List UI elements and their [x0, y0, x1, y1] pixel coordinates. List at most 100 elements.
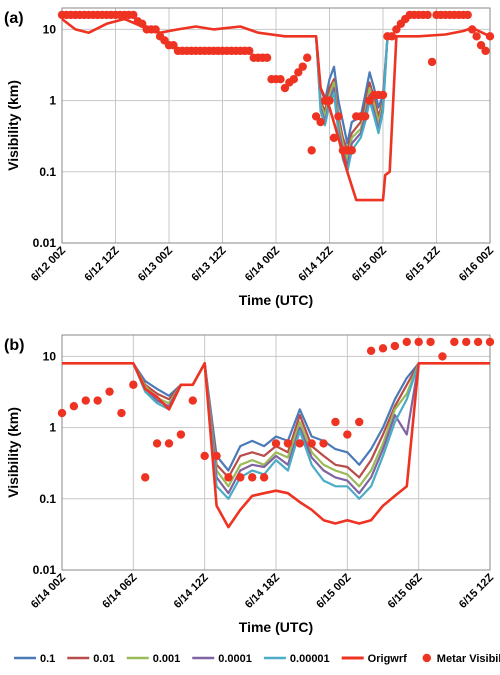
- metar-point-a-75: [392, 25, 401, 34]
- metar-point-a-57: [311, 112, 321, 121]
- metar-point-b-16: [248, 473, 257, 482]
- metar-point-b-34: [462, 337, 471, 347]
- panel-label-b: (b): [4, 337, 24, 354]
- metar-point-b-10: [176, 430, 186, 439]
- x-tick-label-b-5: 6/15 06Z: [386, 571, 425, 610]
- x-tick-label-a-8: 6/16 00Z: [457, 244, 496, 283]
- legend-label-0_01: 0.01: [93, 653, 114, 665]
- x-tick-label-a-5: 6/14 12Z: [296, 244, 335, 283]
- metar-point-a-55: [303, 53, 312, 62]
- y-tick-label-a-1: 0.1: [39, 165, 56, 179]
- legend-label-Origwrf: Origwrf: [368, 653, 407, 665]
- metar-point-a-92: [467, 25, 477, 34]
- metar-point-b-19: [283, 439, 293, 448]
- legend-label-0_1: 0.1: [40, 653, 55, 665]
- y-tick-label-b-2: 1: [49, 421, 56, 435]
- metar-point-b-8: [152, 439, 162, 448]
- metar-point-b-3: [93, 396, 102, 405]
- metar-point-a-83: [427, 57, 437, 67]
- metar-point-a-25: [169, 41, 178, 50]
- metar-point-b-28: [390, 341, 400, 351]
- legend-label-0_00001: 0.00001: [290, 653, 330, 665]
- metar-point-b-35: [473, 337, 483, 347]
- metar-point-b-6: [129, 380, 138, 389]
- metar-point-a-61: [329, 133, 339, 143]
- metar-point-b-7: [141, 473, 150, 482]
- metar-point-b-31: [426, 337, 435, 347]
- x-axis-title-a: Time (UTC): [239, 292, 313, 308]
- metar-point-b-32: [438, 352, 447, 361]
- x-tick-label-b-4: 6/15 00Z: [314, 571, 353, 610]
- metar-point-b-25: [355, 417, 364, 427]
- series-line-a-0_01: [315, 35, 397, 152]
- metar-point-b-30: [414, 337, 423, 347]
- metar-point-a-58: [316, 117, 325, 127]
- metar-point-b-0: [57, 408, 67, 418]
- plot-frame-b: [61, 334, 491, 571]
- metar-point-b-13: [212, 451, 221, 461]
- metar-point-b-5: [117, 408, 126, 418]
- metar-point-b-23: [331, 417, 340, 427]
- x-tick-label-b-1: 6/14 06Z: [100, 571, 139, 610]
- x-tick-label-a-3: 6/13 12Z: [189, 244, 228, 283]
- metar-point-a-95: [481, 46, 490, 56]
- y-tick-label-b-1: 0.1: [39, 492, 56, 506]
- metar-point-a-56: [307, 146, 316, 155]
- x-tick-label-a-0: 6/12 00Z: [29, 244, 68, 283]
- metar-point-b-17: [259, 473, 269, 482]
- legend-label-metar: Metar Visibility: [437, 653, 500, 665]
- metar-point-b-4: [105, 387, 114, 396]
- x-tick-label-b-2: 6/14 12Z: [172, 571, 211, 610]
- metar-point-b-21: [307, 439, 316, 448]
- metar-point-b-11: [188, 396, 197, 405]
- y-tick-label-b-0: 0.01: [33, 563, 57, 577]
- metar-point-b-12: [200, 451, 209, 461]
- x-axis-title-b: Time (UTC): [239, 619, 313, 635]
- metar-point-b-2: [81, 396, 90, 405]
- metar-point-a-21: [151, 25, 160, 34]
- metar-point-a-50: [280, 83, 290, 93]
- metar-point-a-82: [423, 10, 432, 20]
- metar-point-a-68: [360, 112, 370, 121]
- x-tick-label-a-4: 6/14 00Z: [243, 244, 282, 283]
- metar-point-a-49: [276, 74, 285, 84]
- metar-point-b-1: [69, 401, 79, 411]
- metar-point-a-69: [365, 96, 374, 105]
- panel-label-a: (a): [4, 10, 24, 27]
- panel-a: 6/12 00Z 6/12 12Z 6/13 00Z 6/13 12Z 6/14 00Z…: [4, 7, 496, 308]
- y-tick-label-a-0: 0.01: [33, 236, 57, 250]
- metar-point-b-15: [236, 473, 245, 482]
- legend-marker-metar: [422, 653, 431, 663]
- metar-point-a-54: [298, 62, 307, 71]
- metar-point-a-72: [378, 90, 388, 100]
- metar-point-a-53: [294, 68, 303, 77]
- x-tick-label-b-6: 6/15 12Z: [457, 571, 496, 610]
- x-tick-label-a-2: 6/13 00Z: [136, 244, 175, 283]
- x-tick-label-a-1: 6/12 12Z: [82, 244, 121, 283]
- legend-label-0_0001: 0.0001: [218, 653, 252, 665]
- metar-point-b-26: [366, 346, 376, 355]
- y-tick-label-b-3: 10: [43, 349, 57, 363]
- metar-point-a-16: [129, 10, 138, 20]
- x-tick-label-b-3: 6/14 18Z: [243, 571, 282, 610]
- metar-point-a-60: [325, 96, 334, 105]
- y-tick-label-a-2: 1: [49, 94, 56, 108]
- metar-point-b-36: [485, 337, 495, 347]
- metar-point-b-29: [402, 337, 411, 347]
- metar-point-a-93: [472, 32, 481, 41]
- metar-point-a-94: [476, 41, 486, 50]
- metar-point-b-24: [343, 430, 352, 439]
- y-axis-title-a: Visibility (km): [5, 80, 21, 171]
- metar-point-a-52: [289, 74, 299, 84]
- legend-label-0_001: 0.001: [153, 653, 181, 665]
- panel-b: 6/14 00Z 6/14 06Z 6/14 12Z 6/14 18Z 6/15 00Z…: [4, 334, 496, 635]
- metar-point-a-62: [334, 112, 343, 121]
- metar-point-b-20: [295, 439, 304, 448]
- series-line-b-Origwrf: [62, 362, 490, 529]
- metar-point-b-33: [450, 337, 459, 347]
- x-tick-label-a-7: 6/15 12Z: [403, 244, 442, 283]
- metar-point-b-9: [164, 439, 174, 448]
- plot-frame-a: [61, 7, 491, 244]
- metar-point-b-18: [271, 439, 281, 448]
- metar-point-a-46: [262, 53, 272, 62]
